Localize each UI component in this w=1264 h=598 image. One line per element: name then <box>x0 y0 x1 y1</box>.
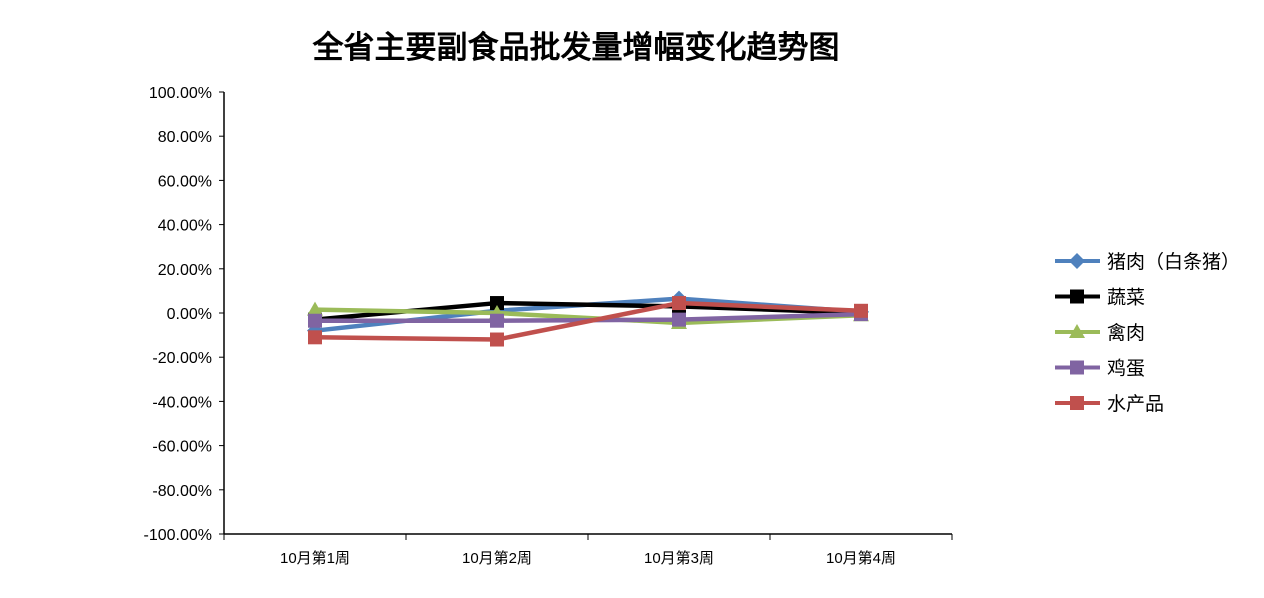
series-line <box>314 300 862 342</box>
legend-marker <box>1069 324 1085 338</box>
legend-item: 禽肉 <box>1055 322 1145 344</box>
x-tick-label: 10月第2周 <box>462 549 532 567</box>
chart-title: 全省主要副食品批发量增幅变化趋势图 <box>312 30 840 65</box>
data-point <box>307 301 323 316</box>
legend-label: 鸡蛋 <box>1107 358 1145 380</box>
legend-label: 蔬菜 <box>1107 287 1145 309</box>
legend-item: 蔬菜 <box>1055 287 1145 309</box>
legend-label: 猪肉（白条猪） <box>1107 251 1240 273</box>
data-point <box>490 332 504 347</box>
legend-marker <box>1070 360 1084 375</box>
y-tick-label: -80.00% <box>152 483 212 500</box>
data-point <box>308 313 322 328</box>
x-tick-label: 10月第4周 <box>826 549 896 567</box>
legend-marker <box>1069 253 1085 269</box>
y-tick-label: 20.00% <box>158 262 212 279</box>
x-tick-label: 10月第1周 <box>280 549 350 567</box>
data-point <box>854 303 868 318</box>
y-tick-label: -100.00% <box>144 527 213 544</box>
legend-marker <box>1070 396 1084 410</box>
y-tick-label: 80.00% <box>158 129 212 146</box>
legend-item: 猪肉（白条猪） <box>1055 251 1240 273</box>
legend-label: 水产品 <box>1107 393 1164 415</box>
legend-marker <box>1070 289 1084 304</box>
y-tick-label: -20.00% <box>152 350 212 367</box>
x-tick-label: 10月第3周 <box>644 549 714 567</box>
legend-label: 禽肉 <box>1107 322 1145 344</box>
legend-item: 鸡蛋 <box>1055 358 1145 380</box>
y-tick-label: 40.00% <box>158 218 212 235</box>
data-point <box>672 312 686 327</box>
y-tick-label: 0.00% <box>167 306 212 323</box>
data-point <box>672 296 686 311</box>
data-point <box>490 313 504 328</box>
y-tick-label: -60.00% <box>152 439 212 456</box>
data-point <box>308 330 322 345</box>
series-4 <box>308 296 868 347</box>
data-point <box>490 296 504 311</box>
y-tick-label: -40.00% <box>152 394 212 411</box>
y-tick-label: 100.00% <box>149 85 212 102</box>
y-tick-label: 60.00% <box>158 173 212 190</box>
legend-item: 水产品 <box>1055 393 1164 415</box>
